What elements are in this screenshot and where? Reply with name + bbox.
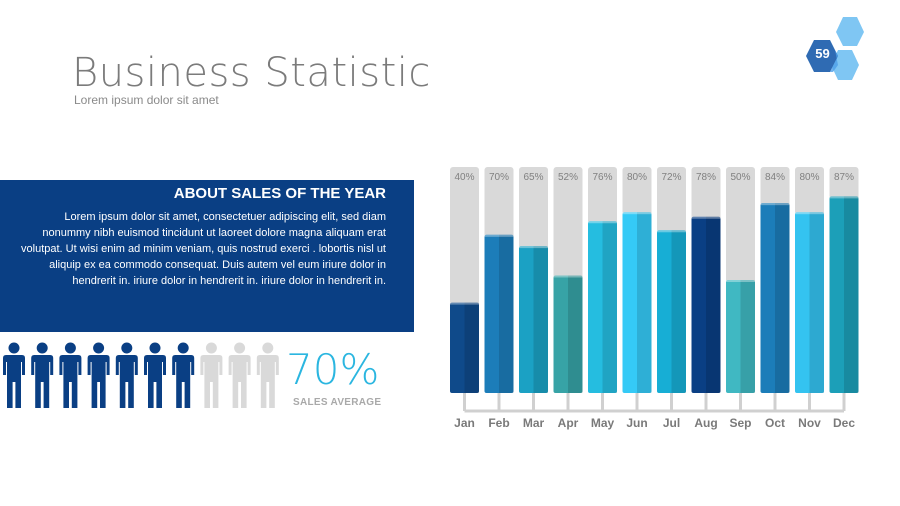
sales-average-value: 70% (286, 345, 380, 394)
bar-value-label: 76% (592, 172, 612, 183)
x-tick-label: Apr (558, 416, 579, 430)
bar-top-edge (484, 234, 514, 237)
x-tick-label: Mar (523, 416, 545, 430)
bar-value-label: 80% (799, 172, 819, 183)
bar-top-edge (519, 246, 548, 249)
x-tick-label: Jan (454, 416, 475, 430)
person-icon-empty (228, 342, 251, 408)
bar-shade (568, 275, 583, 393)
bar-value-label: 72% (661, 172, 681, 183)
x-tick-label: Aug (694, 416, 717, 430)
bar-jun (622, 212, 652, 393)
person-icon-filled (144, 342, 166, 408)
x-tick-label: Sep (729, 416, 751, 430)
bar-shade (844, 196, 859, 393)
bar-shade (637, 212, 652, 393)
bar-top-edge (829, 196, 859, 199)
badge-hexagon-top (836, 17, 864, 46)
bar-shade (499, 234, 514, 393)
bar-top-edge (795, 212, 824, 215)
bar-value-label: 52% (558, 172, 578, 183)
bar-feb (484, 234, 514, 393)
bar-top-edge (553, 275, 583, 278)
bar-top-edge (622, 212, 652, 215)
bar-shade (706, 216, 721, 393)
about-sales-panel: ABOUT SALES OF THE YEAR Lorem ipsum dolo… (0, 180, 414, 332)
bar-top-edge (691, 216, 721, 219)
bar-top-edge (726, 280, 755, 282)
bar-top-edge (657, 230, 686, 233)
bar-top-edge (450, 302, 479, 305)
person-icon-empty (256, 342, 279, 408)
bar-jul (657, 230, 686, 393)
bar-shade (740, 280, 755, 393)
bar-nov (795, 212, 824, 393)
person-icon-filled (59, 342, 82, 408)
monthly-sales-chart: 40% Jan 70% Feb 65% Mar 52% Apr 76% May 80% Jun 72% J… (450, 167, 859, 430)
bar-value-label: 84% (765, 172, 785, 183)
badge-hexagon-bottom (831, 50, 859, 80)
x-tick-label: Jun (626, 416, 647, 430)
bar-value-label: 80% (627, 172, 647, 183)
person-icon-filled (3, 342, 25, 408)
bar-shade (533, 246, 548, 393)
x-tick-label: Feb (488, 416, 509, 430)
bar-value-label: 40% (454, 172, 474, 183)
bar-oct (760, 203, 790, 393)
badge-hexagon-overlap (830, 40, 838, 72)
bar-jan (450, 302, 479, 393)
hexagon-badge-icon (806, 17, 864, 80)
x-tick-label: Dec (833, 416, 855, 430)
page-title: Business Statistic (72, 50, 431, 96)
bar-apr (553, 275, 583, 393)
x-tick-label: May (591, 416, 615, 430)
page-subtitle: Lorem ipsum dolor sit amet (74, 93, 219, 107)
bar-value-label: 50% (730, 172, 750, 183)
x-tick-label: Jul (663, 416, 680, 430)
person-icon-filled (87, 342, 110, 408)
x-tick-label: Oct (765, 416, 785, 430)
person-icon-filled (115, 342, 138, 408)
person-icon-filled (31, 342, 54, 408)
badge-hexagon-main (806, 40, 838, 72)
bar-shade (671, 230, 686, 393)
sales-average-label: SALES AVERAGE (293, 397, 382, 408)
bar-sep (726, 280, 755, 393)
bar-value-label: 78% (696, 172, 716, 183)
bar-shade (602, 221, 617, 393)
about-sales-body: Lorem ipsum dolor sit amet, consectetuer… (21, 211, 386, 287)
bar-may (588, 221, 617, 393)
bar-mar (519, 246, 548, 393)
bar-aug (691, 216, 721, 393)
person-icon-empty (200, 342, 223, 408)
bar-shade (809, 212, 824, 393)
x-tick-label: Nov (798, 416, 821, 430)
bar-shade (464, 302, 479, 393)
bar-top-edge (760, 203, 790, 206)
people-pictogram (3, 342, 279, 408)
bar-value-label: 70% (489, 172, 509, 183)
bar-dec (829, 196, 859, 393)
bar-shade (775, 203, 790, 393)
bar-top-edge (588, 221, 617, 224)
bar-value-label: 65% (523, 172, 543, 183)
about-sales-heading: ABOUT SALES OF THE YEAR (173, 185, 386, 202)
page-number: 59 (815, 46, 830, 61)
person-icon-filled (172, 342, 195, 408)
bar-value-label: 87% (834, 172, 854, 183)
